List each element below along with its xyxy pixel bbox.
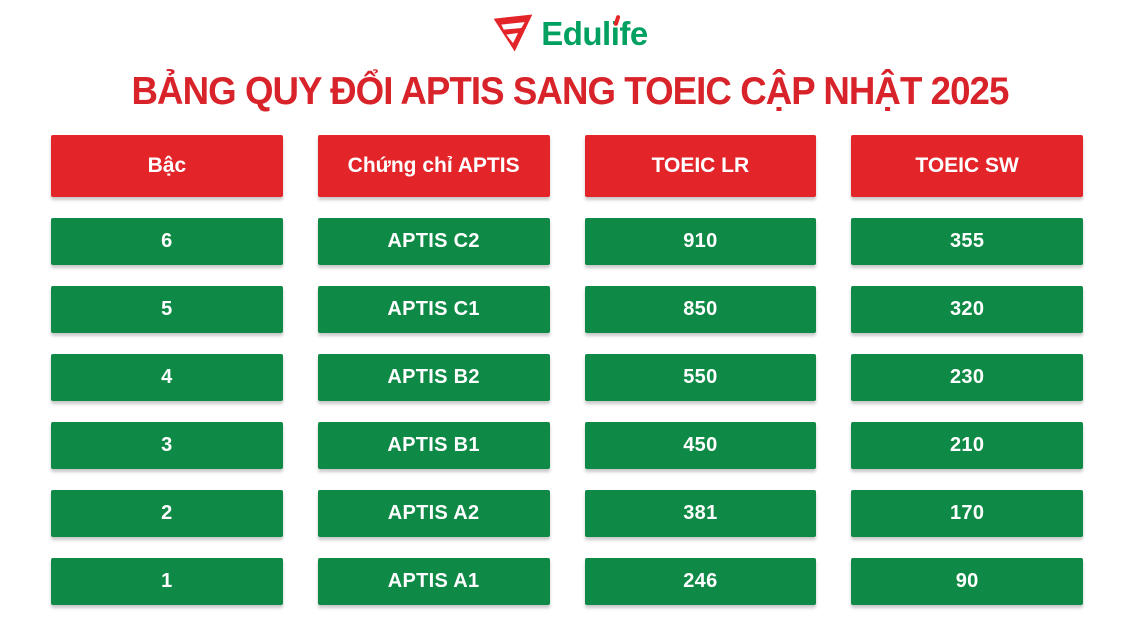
conversion-table: Bậc Chứng chỉ APTIS TOEIC LR TOEIC SW 6 … xyxy=(51,134,1083,605)
column-header-toeic-lr: TOEIC LR xyxy=(584,134,817,197)
cell-aptis: APTIS C2 xyxy=(317,217,550,265)
column-header-bac: Bậc xyxy=(51,134,283,197)
cell-bac: 4 xyxy=(51,353,283,401)
cell-bac: 3 xyxy=(51,421,283,469)
cell-aptis: APTIS B1 xyxy=(317,421,550,469)
cell-bac: 6 xyxy=(51,217,283,265)
cell-toeic-lr: 381 xyxy=(584,489,817,537)
edulife-triangle-icon xyxy=(492,13,534,53)
cell-aptis: APTIS A2 xyxy=(317,489,550,537)
cell-toeic-sw: 355 xyxy=(851,217,1083,265)
cell-bac: 1 xyxy=(51,557,283,605)
cell-aptis: APTIS A1 xyxy=(317,557,550,605)
cell-toeic-lr: 246 xyxy=(584,557,817,605)
page-title: BẢNG QUY ĐỔI APTIS SANG TOEIC CẬP NHẬT 2… xyxy=(131,70,1010,113)
column-header-chung-chi-aptis: Chứng chỉ APTIS xyxy=(317,134,550,197)
cell-toeic-lr: 450 xyxy=(584,421,817,469)
cell-aptis: APTIS C1 xyxy=(317,285,550,333)
cell-toeic-lr: 850 xyxy=(584,285,817,333)
logo-text-part: fe xyxy=(619,14,648,52)
edulife-logo-text: Edulife xyxy=(541,17,648,50)
cell-toeic-sw: 230 xyxy=(851,353,1083,401)
logo-text-part: Edul xyxy=(541,14,611,52)
edulife-logo: Edulife xyxy=(0,0,1140,57)
column-header-toeic-sw: TOEIC SW xyxy=(851,134,1083,197)
cell-toeic-sw: 320 xyxy=(851,285,1083,333)
cell-toeic-lr: 550 xyxy=(584,353,817,401)
cell-toeic-sw: 90 xyxy=(851,557,1083,605)
cell-toeic-lr: 910 xyxy=(584,217,817,265)
cell-bac: 2 xyxy=(51,489,283,537)
cell-bac: 5 xyxy=(51,285,283,333)
logo-text-accented-i: i xyxy=(610,14,620,52)
cell-toeic-sw: 170 xyxy=(851,489,1083,537)
cell-toeic-sw: 210 xyxy=(851,421,1083,469)
cell-aptis: APTIS B2 xyxy=(317,353,550,401)
